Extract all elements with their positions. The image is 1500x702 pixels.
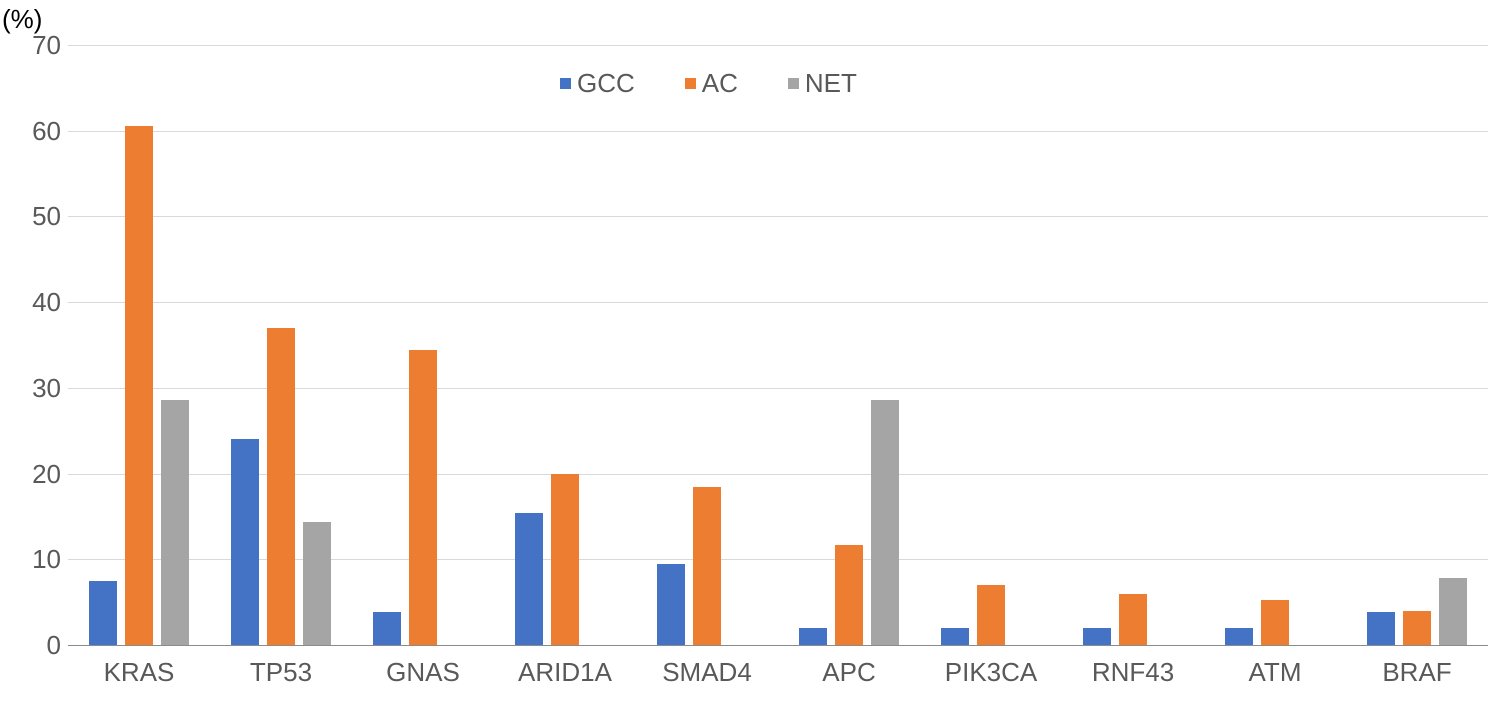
legend-marker	[685, 78, 696, 89]
x-tick-label: SMAD4	[662, 657, 752, 688]
x-tick-label: BRAF	[1382, 657, 1451, 688]
bar	[657, 564, 685, 645]
y-tick-label: 70	[16, 30, 61, 61]
bar	[303, 522, 331, 645]
y-tick-label: 0	[16, 630, 61, 661]
x-tick-label: ARID1A	[518, 657, 612, 688]
bar	[1261, 600, 1289, 645]
bar	[941, 628, 969, 645]
y-tick-label: 60	[16, 116, 61, 147]
bar	[835, 545, 863, 645]
x-tick-label: GNAS	[386, 657, 460, 688]
x-tick-label: TP53	[250, 657, 312, 688]
bar	[693, 487, 721, 645]
bar	[373, 612, 401, 645]
bar	[871, 400, 899, 645]
legend-marker	[560, 78, 571, 89]
x-tick-label: RNF43	[1092, 657, 1174, 688]
bar	[515, 513, 543, 645]
bar	[977, 585, 1005, 645]
gridline	[68, 45, 1488, 46]
plot-area	[68, 45, 1488, 645]
y-tick-label: 20	[16, 459, 61, 490]
y-tick-label: 50	[16, 201, 61, 232]
bar	[409, 350, 437, 645]
legend-item: AC	[685, 68, 738, 99]
bar	[1119, 594, 1147, 645]
bar	[89, 581, 117, 645]
legend-label: AC	[702, 68, 738, 99]
bar	[231, 439, 259, 645]
legend-item: NET	[788, 68, 857, 99]
bar	[551, 474, 579, 645]
bar	[161, 400, 189, 645]
legend: GCC AC NET	[560, 68, 857, 99]
bar	[1225, 628, 1253, 645]
bar	[1367, 612, 1395, 645]
bar	[1083, 628, 1111, 645]
y-tick-label: 10	[16, 544, 61, 575]
x-tick-label: KRAS	[104, 657, 175, 688]
y-tick-label: 30	[16, 373, 61, 404]
x-tick-label: ATM	[1249, 657, 1302, 688]
bar	[1439, 578, 1467, 645]
x-tick-label: APC	[822, 657, 875, 688]
bar	[1403, 611, 1431, 645]
x-tick-label: PIK3CA	[945, 657, 1038, 688]
y-tick-label: 40	[16, 287, 61, 318]
gene-mutation-bar-chart: (%) 010203040506070 KRASTP53GNASARID1ASM…	[0, 0, 1500, 702]
legend-label: GCC	[577, 68, 635, 99]
x-axis-baseline	[68, 645, 1488, 647]
gridline	[68, 216, 1488, 217]
legend-marker	[788, 78, 799, 89]
legend-label: NET	[805, 68, 857, 99]
bar	[267, 328, 295, 645]
bar	[799, 628, 827, 645]
bar	[125, 126, 153, 645]
gridline	[68, 302, 1488, 303]
legend-item: GCC	[560, 68, 635, 99]
gridline	[68, 131, 1488, 132]
